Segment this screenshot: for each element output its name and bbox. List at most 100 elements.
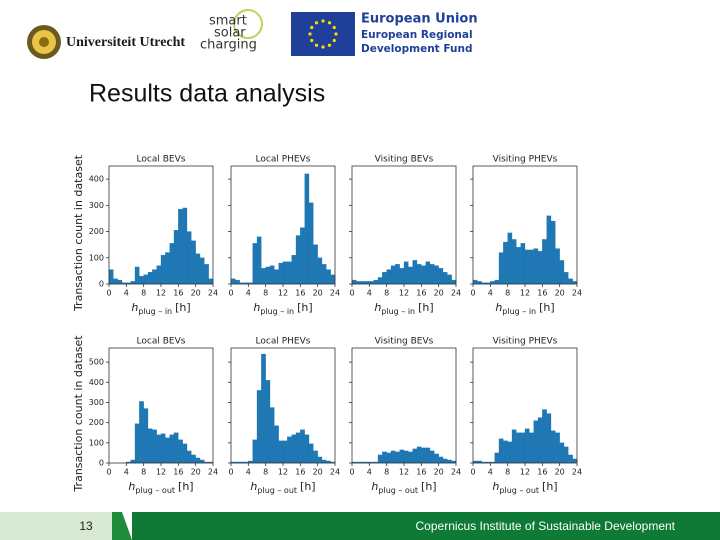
y-tick-label: 500 bbox=[89, 358, 104, 367]
x-axis-label: hplug – in [h] bbox=[253, 301, 312, 316]
eu-stars bbox=[308, 19, 338, 49]
bar bbox=[438, 456, 444, 464]
bar bbox=[412, 260, 418, 285]
x-tick-label: 24 bbox=[208, 468, 218, 477]
bar bbox=[373, 279, 379, 285]
x-label-unit: [h] bbox=[297, 301, 313, 314]
bar bbox=[559, 442, 565, 464]
x-tick-label: 20 bbox=[434, 289, 444, 298]
eu-star bbox=[327, 43, 332, 47]
bar bbox=[182, 443, 188, 464]
bar bbox=[351, 279, 357, 285]
x-tick-label: 4 bbox=[124, 289, 129, 298]
bar bbox=[434, 265, 439, 285]
bar bbox=[256, 390, 262, 464]
bar bbox=[235, 279, 240, 285]
bar bbox=[165, 252, 170, 285]
bar bbox=[507, 232, 513, 285]
bar bbox=[507, 441, 513, 464]
page-number: 13 bbox=[79, 519, 93, 533]
eu-star bbox=[334, 32, 338, 36]
y-tick-label: 100 bbox=[89, 438, 104, 447]
bar bbox=[291, 434, 297, 464]
bar bbox=[546, 215, 552, 285]
x-label-subscript: plug – in bbox=[138, 307, 172, 316]
x-axis-label: hplug – out [h] bbox=[128, 480, 193, 495]
bar bbox=[130, 459, 136, 464]
bar bbox=[377, 454, 383, 464]
bar bbox=[503, 241, 508, 285]
bar bbox=[269, 265, 275, 285]
bar bbox=[295, 432, 301, 464]
bar bbox=[390, 450, 396, 464]
bar bbox=[442, 272, 448, 285]
chart-title: Visiting PHEVs bbox=[493, 155, 558, 165]
x-tick-label: 4 bbox=[246, 468, 251, 477]
eu-subtitle: Development Fund bbox=[361, 43, 472, 55]
bar bbox=[269, 407, 275, 464]
x-tick-label: 12 bbox=[156, 468, 166, 477]
bar bbox=[546, 413, 552, 464]
x-tick-label: 12 bbox=[399, 468, 409, 477]
bar bbox=[408, 266, 413, 285]
bar bbox=[438, 268, 444, 285]
x-tick-label: 0 bbox=[228, 468, 233, 477]
bar bbox=[182, 207, 188, 285]
x-tick-label: 24 bbox=[451, 468, 461, 477]
x-tick-label: 12 bbox=[520, 468, 530, 477]
x-label-unit: [h] bbox=[421, 480, 437, 493]
x-tick-label: 12 bbox=[520, 289, 530, 298]
x-tick-label: 16 bbox=[537, 289, 547, 298]
bar bbox=[261, 353, 266, 464]
bar bbox=[537, 251, 543, 285]
x-tick-label: 12 bbox=[278, 289, 288, 298]
bar bbox=[139, 275, 144, 285]
bar bbox=[252, 243, 258, 285]
x-axis-label: hplug – out [h] bbox=[371, 480, 436, 495]
bar bbox=[442, 458, 448, 464]
bar bbox=[399, 449, 405, 464]
x-tick-label: 16 bbox=[537, 468, 547, 477]
bar bbox=[572, 458, 578, 464]
chart-title: Visiting BEVs bbox=[375, 155, 434, 165]
bar bbox=[313, 450, 318, 464]
bar bbox=[191, 454, 196, 464]
bar bbox=[117, 279, 123, 285]
x-label-symbol: h bbox=[253, 301, 260, 314]
x-label-subscript: plug – in bbox=[260, 307, 294, 316]
bar bbox=[113, 278, 118, 285]
bar bbox=[494, 279, 500, 285]
x-tick-label: 4 bbox=[488, 468, 493, 477]
x-tick-label: 20 bbox=[191, 289, 201, 298]
bar bbox=[282, 440, 288, 464]
bar bbox=[195, 457, 201, 464]
bar bbox=[274, 425, 279, 464]
x-tick-label: 8 bbox=[263, 468, 268, 477]
bar bbox=[520, 243, 526, 285]
bar bbox=[265, 380, 271, 464]
project-line: charging bbox=[200, 38, 257, 53]
bar bbox=[425, 261, 431, 285]
x-axis-label: hplug – in [h] bbox=[131, 301, 190, 316]
x-tick-label: 16 bbox=[416, 289, 426, 298]
x-label-subscript: plug – out bbox=[135, 486, 175, 495]
eu-star bbox=[314, 21, 319, 25]
bar bbox=[274, 269, 279, 285]
project-line: smart bbox=[209, 14, 247, 29]
x-tick-label: 8 bbox=[505, 468, 510, 477]
x-label-unit: [h] bbox=[300, 480, 316, 493]
bar bbox=[550, 220, 556, 285]
uu-seal-core bbox=[39, 37, 49, 47]
bar bbox=[403, 450, 409, 464]
x-label-subscript: plug – out bbox=[378, 486, 418, 495]
bar bbox=[304, 434, 310, 464]
eu-star bbox=[314, 43, 319, 47]
bar bbox=[208, 278, 214, 285]
bar bbox=[160, 255, 166, 285]
x-axis-label: hplug – out [h] bbox=[250, 480, 315, 495]
x-label-subscript: plug – in bbox=[381, 307, 415, 316]
footer-right bbox=[132, 512, 720, 540]
x-tick-label: 4 bbox=[246, 289, 251, 298]
chart-title: Local BEVs bbox=[137, 155, 186, 165]
bar bbox=[108, 269, 114, 285]
